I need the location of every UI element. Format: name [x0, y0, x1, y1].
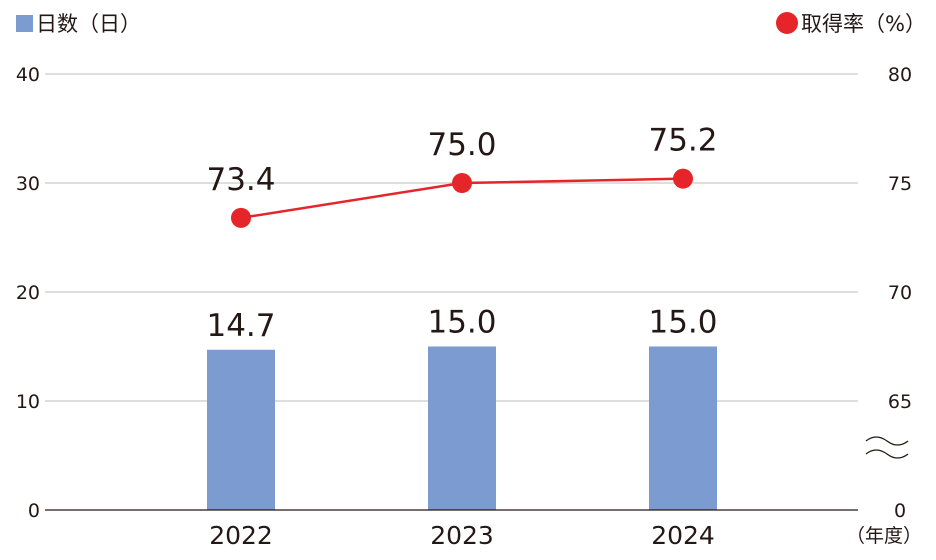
left-tick-label: 30	[16, 173, 40, 195]
right-tick-label: 80	[888, 64, 912, 86]
right-tick-label: 75	[888, 173, 912, 195]
axis-break-mark	[865, 436, 909, 446]
legend-bar-label: 日数（日）	[36, 12, 141, 36]
bar	[207, 349, 275, 510]
line-point	[452, 173, 472, 193]
line-value-label: 73.4	[206, 162, 275, 198]
legend: 日数（日） 取得率（%）	[16, 12, 926, 36]
line-point	[673, 168, 693, 189]
bar	[428, 346, 496, 510]
axes: 0 10 20 30 40 0 65 70 75 80 2022 2023 2024	[16, 64, 912, 550]
line-value-label: 75.2	[648, 123, 717, 159]
right-tick-label: 0	[894, 500, 906, 522]
x-tick-label: 2023	[430, 521, 494, 550]
axis-break-mark	[865, 449, 909, 459]
legend-line-swatch	[776, 12, 798, 34]
left-tick-label: 0	[28, 500, 40, 522]
bar-value-label: 15.0	[648, 305, 717, 341]
bar-value-label: 15.0	[427, 305, 496, 341]
x-axis-unit-label: （年度）	[846, 525, 922, 547]
data-labels: 14.7 15.0 15.0 73.4 75.0 75.2	[206, 123, 717, 344]
left-tick-label: 20	[16, 282, 40, 304]
bar-value-label: 14.7	[206, 308, 275, 344]
bar	[649, 346, 717, 510]
bar-series	[207, 346, 717, 510]
x-tick-label: 2022	[209, 521, 273, 550]
x-tick-label: 2024	[651, 521, 715, 550]
left-tick-label: 40	[16, 64, 40, 86]
line-series	[231, 168, 693, 228]
line-value-label: 75.0	[427, 127, 496, 163]
legend-line-label: 取得率（%）	[801, 12, 926, 36]
line-point	[231, 207, 251, 228]
legend-bar-swatch	[16, 15, 33, 32]
right-tick-label: 70	[888, 282, 912, 304]
left-tick-label: 10	[16, 391, 40, 413]
right-tick-label: 65	[888, 391, 912, 413]
